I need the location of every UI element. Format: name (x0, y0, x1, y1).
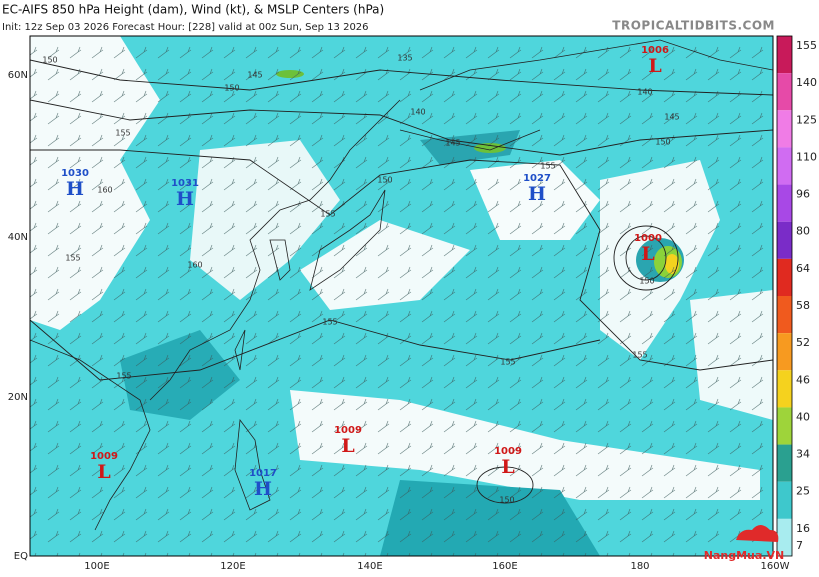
center-value: 1009 (334, 425, 362, 436)
center-value: 1027 (523, 173, 551, 184)
contour-label: 155 (322, 318, 337, 327)
wind-barbs (30, 36, 773, 556)
center-label: H (176, 188, 194, 210)
watermark-cloud (736, 525, 779, 542)
center-label: H (66, 178, 84, 200)
center-label: H (254, 478, 272, 500)
center-label: L (641, 243, 654, 265)
lon-label: 160W (761, 561, 790, 572)
colorbar-segment (777, 518, 792, 556)
lon-label: 120E (220, 561, 245, 572)
colorbar-label: 155 (796, 39, 817, 52)
lat-label: 40N (8, 232, 28, 243)
contour-label: 155 (632, 351, 647, 360)
center-label: L (501, 456, 514, 478)
center-label: L (648, 55, 661, 77)
colorbar-label: 46 (796, 373, 810, 386)
colorbar-segment (777, 296, 792, 334)
center-value: 1000 (634, 233, 662, 244)
colorbar-segment (777, 184, 792, 222)
colorbar-segment (777, 221, 792, 259)
colorbar-segment (777, 110, 792, 148)
subtitle: Init: 12z Sep 03 2026 Forecast Hour: [22… (2, 22, 369, 33)
contour-label: 155 (116, 372, 131, 381)
colorbar-label: 64 (796, 262, 810, 275)
colorbar-label: 52 (796, 336, 810, 349)
lon-label: 160E (492, 561, 517, 572)
center-value: 1017 (249, 468, 277, 479)
colorbar-segment (777, 407, 792, 445)
lat-label: EQ (14, 551, 28, 562)
contour-label: 155 (320, 210, 335, 219)
center-value: 1009 (494, 446, 522, 457)
colorbar: 155 140 125 110 96 80 64 58 52 46 40 34 25 16 7 (776, 35, 817, 557)
contour-label: 155 (500, 358, 515, 367)
colorbar-segment (777, 333, 792, 371)
colorbar-label: 110 (796, 150, 817, 163)
lon-label: 140E (357, 561, 382, 572)
colorbar-frame (776, 35, 793, 557)
contour-label: 150 (42, 56, 57, 65)
coastlines (30, 39, 773, 531)
contour-label: 150 (224, 84, 239, 93)
center-value: 1031 (171, 178, 199, 189)
watermark: NangMua.VN (704, 525, 784, 562)
map-frame (29, 35, 774, 557)
contour-label: 150 (655, 138, 670, 147)
contour-label: 155 (115, 129, 130, 138)
colorbar-segment (777, 258, 792, 296)
colorbar-label: 34 (796, 448, 810, 461)
colorbar-segment (777, 370, 792, 408)
lon-label: 180 (630, 561, 649, 572)
contour-label: 155 (540, 162, 555, 171)
contour-label: 145 (664, 113, 679, 122)
lat-label: 60N (8, 70, 28, 81)
contour-label: 150 (377, 176, 392, 185)
colorbar-label: 58 (796, 299, 810, 312)
colorbar-label: 80 (796, 225, 810, 238)
center-value: 1009 (90, 451, 118, 462)
colorbar-label: 125 (796, 113, 817, 126)
colorbar-segment (777, 481, 792, 519)
map-area (30, 36, 773, 556)
contour-label: 150 (639, 277, 654, 286)
contour-label: 160 (97, 186, 112, 195)
colorbar-segment (777, 444, 792, 482)
center-value: 1030 (61, 168, 89, 179)
colorbar-segment (777, 36, 792, 74)
colorbar-label: 25 (796, 485, 810, 498)
colorbar-label: 96 (796, 188, 810, 201)
center-label: L (341, 435, 354, 457)
center-label: H (528, 183, 546, 205)
contour-label: 145 (445, 139, 460, 148)
title: EC-AIFS 850 hPa Height (dam), Wind (kt),… (2, 3, 384, 17)
contour-label: 135 (397, 54, 412, 63)
watermark-text: NangMua.VN (704, 549, 784, 562)
colorbar-label: 140 (796, 76, 817, 89)
lat-label: 20N (8, 392, 28, 403)
colorbar-label: 7 (796, 539, 803, 552)
contour-label: 160 (187, 261, 202, 270)
colorbar-label: 16 (796, 522, 810, 535)
contour-label: 145 (247, 71, 262, 80)
site-name: TROPICALTIDBITS.COM (612, 19, 775, 33)
contour-label: 150 (499, 496, 514, 505)
lon-label: 100E (84, 561, 109, 572)
center-label: L (97, 461, 110, 483)
contour-label: 155 (65, 254, 80, 263)
colorbar-segment (777, 147, 792, 185)
height-contours (30, 59, 773, 504)
contour-label: 140 (637, 88, 652, 97)
colorbar-label: 40 (796, 410, 810, 423)
center-value: 1006 (641, 45, 669, 56)
contour-label: 140 (410, 108, 425, 117)
colorbar-segment (777, 73, 792, 111)
